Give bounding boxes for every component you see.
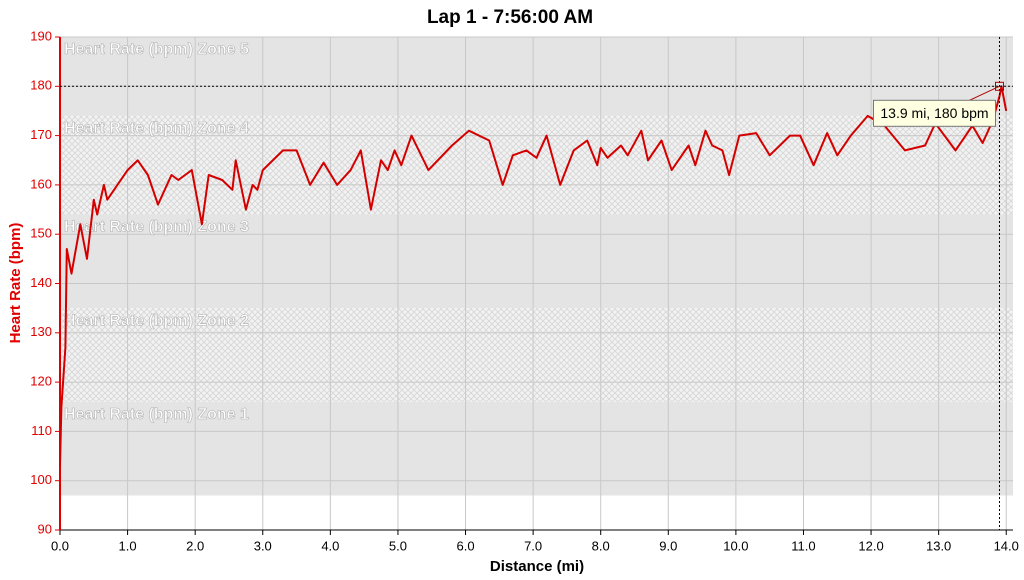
zone-band [60, 308, 1013, 402]
chart-title: Lap 1 - 7:56:00 AM [427, 7, 593, 28]
y-tick-label: 100 [30, 472, 52, 487]
y-tick-label: 180 [30, 78, 52, 93]
x-tick-label: 4.0 [321, 538, 339, 553]
x-tick-label: 10.0 [723, 538, 748, 553]
x-tick-label: 5.0 [389, 538, 407, 553]
tooltip-box [872, 99, 996, 127]
y-axis-label: Heart Rate (bpm) [7, 223, 24, 344]
y-tick-label: 110 [31, 423, 52, 438]
x-tick-label: 13.0 [926, 538, 951, 553]
x-tick-label: 0.0 [51, 538, 69, 553]
zone-label: Heart Rate (bpm) Zone 4 [64, 120, 249, 137]
zone-band [60, 401, 1013, 496]
y-tick-label: 120 [30, 374, 52, 389]
y-tick-label: 160 [30, 176, 52, 191]
zone-label: Heart Rate (bpm) Zone 2 [64, 312, 249, 329]
y-tick-label: 140 [30, 275, 52, 290]
x-tick-label: 7.0 [524, 538, 542, 553]
x-tick-label: 11.0 [791, 538, 815, 553]
x-tick-label: 14.0 [994, 538, 1019, 553]
x-tick-label: 9.0 [659, 538, 677, 553]
x-tick-label: 6.0 [456, 538, 474, 553]
x-axis-label: Distance (mi) [490, 558, 584, 575]
tooltip-text: 13.9 mi, 180 bpm [880, 105, 988, 121]
y-tick-label: 150 [30, 226, 52, 241]
x-tick-label: 12.0 [858, 538, 883, 553]
zone-band [60, 37, 1013, 116]
tooltip-pointer [969, 85, 1000, 101]
crosshair-marker [994, 81, 1004, 91]
x-tick-label: 8.0 [592, 538, 610, 553]
zone-label: Heart Rate (bpm) Zone 5 [64, 41, 249, 58]
data-line [59, 85, 1008, 466]
y-tick-label: 130 [30, 324, 52, 339]
x-tick-label: 3.0 [254, 538, 272, 553]
zone-label: Heart Rate (bpm) Zone 1 [64, 406, 249, 423]
x-tick-label: 1.0 [119, 538, 137, 553]
y-tick-label: 190 [30, 28, 52, 43]
y-tick-label: 170 [30, 127, 52, 142]
y-tick-label: 90 [38, 521, 52, 536]
x-tick-label: 2.0 [186, 538, 204, 553]
zone-band [60, 214, 1013, 309]
